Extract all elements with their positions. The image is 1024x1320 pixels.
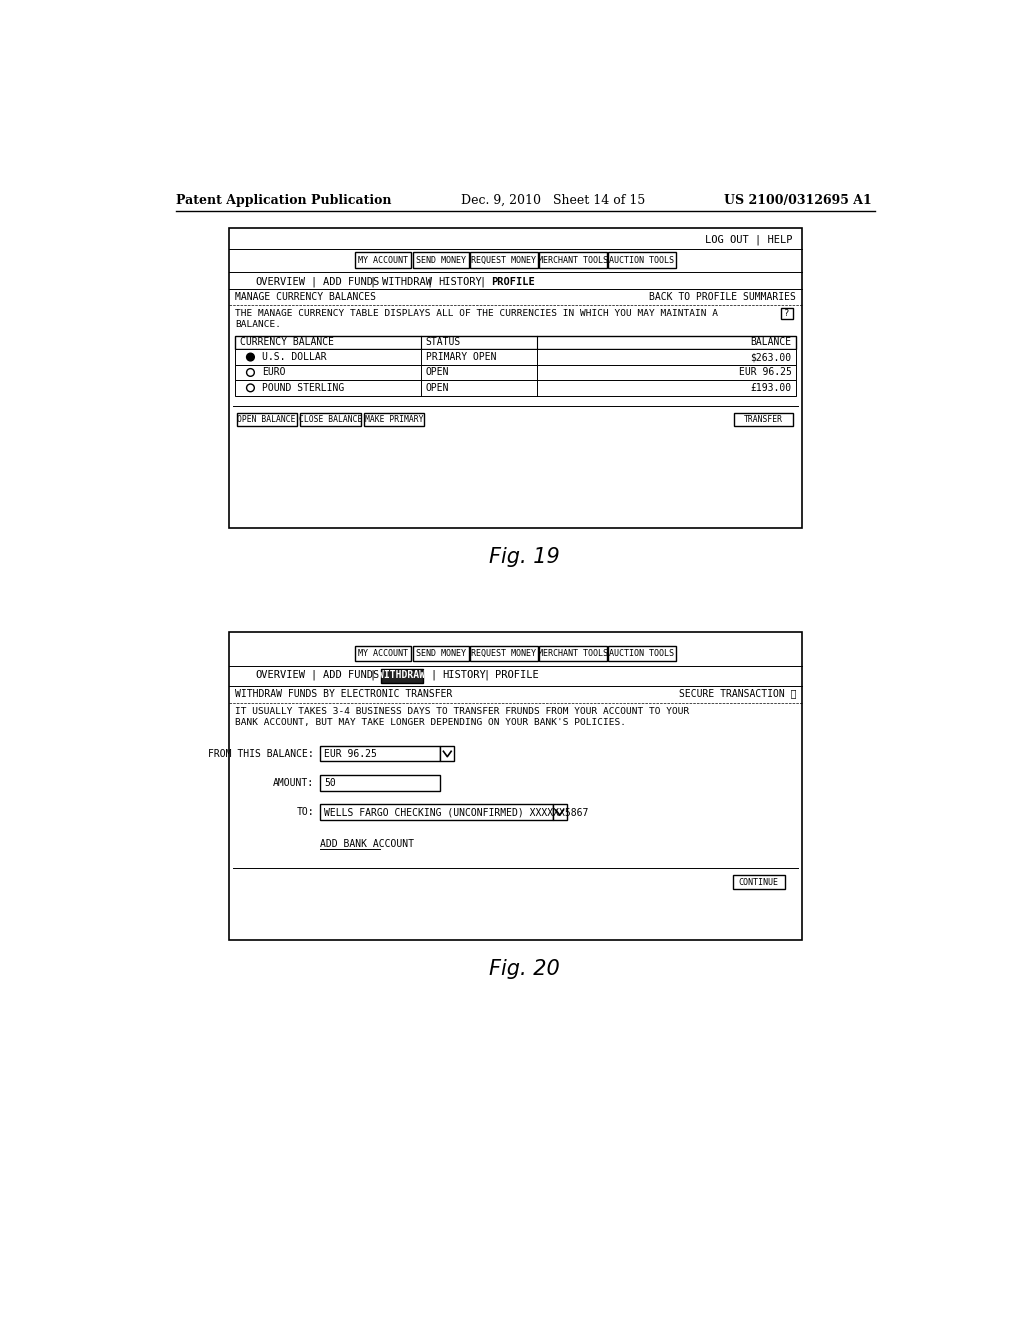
Text: TO:: TO:: [296, 807, 314, 817]
Text: MERCHANT TOOLS: MERCHANT TOOLS: [538, 649, 608, 657]
Text: EURO: EURO: [262, 367, 286, 378]
Text: AUCTION TOOLS: AUCTION TOOLS: [609, 256, 675, 264]
Text: Dec. 9, 2010   Sheet 14 of 15: Dec. 9, 2010 Sheet 14 of 15: [461, 194, 645, 207]
Text: ADD FUNDS: ADD FUNDS: [324, 277, 380, 286]
Text: |: |: [479, 276, 485, 286]
Bar: [553, 804, 566, 820]
Text: OVERVIEW: OVERVIEW: [256, 277, 306, 286]
Text: MERCHANT TOOLS: MERCHANT TOOLS: [538, 256, 608, 264]
Bar: [732, 875, 785, 890]
Text: Fig. 20: Fig. 20: [489, 960, 560, 979]
Text: TRANSFER: TRANSFER: [744, 414, 783, 424]
Text: |: |: [426, 276, 432, 286]
Text: |: |: [310, 669, 316, 680]
Bar: [228, 227, 802, 528]
Text: Fig. 19: Fig. 19: [489, 548, 560, 568]
Circle shape: [247, 384, 254, 392]
Text: 50: 50: [324, 777, 336, 788]
Bar: [470, 645, 538, 661]
Text: |: |: [370, 276, 376, 286]
Text: U.S. DOLLAR: U.S. DOLLAR: [262, 352, 327, 362]
Text: OPEN: OPEN: [426, 367, 450, 378]
Bar: [355, 252, 412, 268]
Circle shape: [247, 368, 254, 376]
Text: HISTORY: HISTORY: [442, 671, 486, 680]
Text: ?: ?: [784, 309, 790, 318]
Bar: [364, 412, 424, 426]
Bar: [470, 252, 538, 268]
Text: SEND MONEY: SEND MONEY: [416, 256, 466, 264]
Text: CONTINUE: CONTINUE: [739, 878, 779, 887]
Text: OPEN BALANCE: OPEN BALANCE: [238, 414, 296, 424]
Text: STATUS: STATUS: [426, 338, 461, 347]
Bar: [321, 804, 553, 820]
Text: PROFILE: PROFILE: [490, 277, 535, 286]
Bar: [608, 252, 676, 268]
Text: WELLS FARGO CHECKING (UNCONFIRMED) XXXXXX5867: WELLS FARGO CHECKING (UNCONFIRMED) XXXXX…: [324, 807, 589, 817]
Text: POUND STERLING: POUND STERLING: [262, 383, 344, 393]
Bar: [413, 252, 469, 268]
Text: US 2100/0312695 A1: US 2100/0312695 A1: [724, 194, 872, 207]
Text: BALANCE.: BALANCE.: [234, 321, 281, 329]
Text: LOG OUT | HELP: LOG OUT | HELP: [706, 235, 793, 246]
Bar: [237, 412, 297, 426]
Bar: [234, 364, 796, 380]
Bar: [321, 746, 440, 762]
Text: THE MANAGE CURRENCY TABLE DISPLAYS ALL OF THE CURRENCIES IN WHICH YOU MAY MAINTA: THE MANAGE CURRENCY TABLE DISPLAYS ALL O…: [234, 309, 718, 318]
Text: WITHDRAW: WITHDRAW: [378, 671, 425, 680]
Text: OPEN: OPEN: [426, 383, 450, 393]
Text: REQUEST MONEY: REQUEST MONEY: [471, 256, 537, 264]
Text: REQUEST MONEY: REQUEST MONEY: [471, 649, 537, 657]
Text: OVERVIEW: OVERVIEW: [256, 671, 306, 680]
Text: WITHDRAW FUNDS BY ELECTRONIC TRANSFER: WITHDRAW FUNDS BY ELECTRONIC TRANSFER: [234, 689, 453, 698]
Text: PROFILE: PROFILE: [496, 671, 539, 680]
Text: MY ACCOUNT: MY ACCOUNT: [358, 649, 409, 657]
Circle shape: [247, 354, 254, 360]
Bar: [440, 746, 455, 762]
Bar: [355, 645, 412, 661]
Text: IT USUALLY TAKES 3-4 BUSINESS DAYS TO TRANSFER FRUNDS FROM YOUR ACCOUNT TO YOUR: IT USUALLY TAKES 3-4 BUSINESS DAYS TO TR…: [234, 706, 689, 715]
Bar: [234, 350, 796, 364]
Bar: [300, 412, 360, 426]
Text: SEND MONEY: SEND MONEY: [416, 649, 466, 657]
Text: |: |: [310, 276, 316, 286]
Text: FROM THIS BALANCE:: FROM THIS BALANCE:: [208, 748, 314, 759]
Text: WITHDRAW: WITHDRAW: [382, 277, 432, 286]
Text: BALANCE: BALANCE: [751, 338, 792, 347]
Text: PRIMARY OPEN: PRIMARY OPEN: [426, 352, 496, 362]
Text: SECURE TRANSACTION ⚿: SECURE TRANSACTION ⚿: [679, 689, 796, 698]
Bar: [381, 669, 423, 682]
Text: AUCTION TOOLS: AUCTION TOOLS: [609, 649, 675, 657]
Text: |: |: [370, 669, 376, 680]
Text: MAKE PRIMARY: MAKE PRIMARY: [365, 414, 423, 424]
Text: MY ACCOUNT: MY ACCOUNT: [358, 256, 409, 264]
Text: EUR 96.25: EUR 96.25: [738, 367, 792, 378]
Text: CLOSE BALANCE: CLOSE BALANCE: [299, 414, 361, 424]
Bar: [780, 308, 793, 318]
Text: ADD BANK ACCOUNT: ADD BANK ACCOUNT: [321, 840, 414, 850]
Text: ADD FUNDS: ADD FUNDS: [324, 671, 380, 680]
Text: |: |: [483, 669, 489, 680]
Bar: [540, 252, 606, 268]
Text: MANAGE CURRENCY BALANCES: MANAGE CURRENCY BALANCES: [234, 292, 376, 302]
Bar: [540, 645, 606, 661]
Text: BANK ACCOUNT, BUT MAY TAKE LONGER DEPENDING ON YOUR BANK'S POLICIES.: BANK ACCOUNT, BUT MAY TAKE LONGER DEPEND…: [234, 718, 626, 727]
Text: $263.00: $263.00: [751, 352, 792, 362]
Text: |: |: [430, 669, 436, 680]
Text: BACK TO PROFILE SUMMARIES: BACK TO PROFILE SUMMARIES: [649, 292, 796, 302]
Text: CURRENCY BALANCE: CURRENCY BALANCE: [240, 338, 334, 347]
Text: £193.00: £193.00: [751, 383, 792, 393]
Text: HISTORY: HISTORY: [438, 277, 481, 286]
Bar: [608, 645, 676, 661]
Text: EUR 96.25: EUR 96.25: [324, 748, 377, 759]
Bar: [228, 632, 802, 940]
Bar: [234, 380, 796, 396]
Text: Patent Application Publication: Patent Application Publication: [176, 194, 391, 207]
Bar: [734, 412, 793, 426]
Bar: [234, 335, 796, 350]
Bar: [321, 775, 440, 791]
Text: AMOUNT:: AMOUNT:: [272, 777, 314, 788]
Bar: [413, 645, 469, 661]
